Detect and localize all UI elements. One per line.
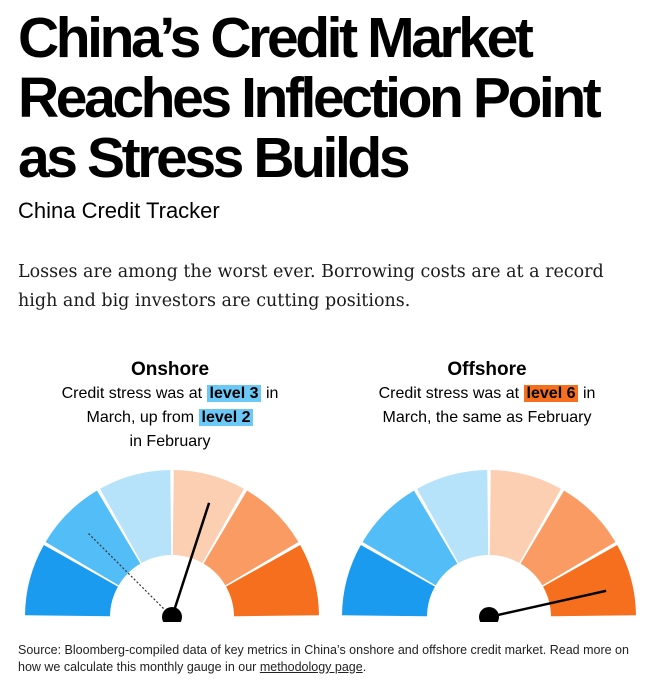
dek: Losses are among the worst ever. Borrowi… bbox=[18, 262, 604, 311]
headline-line-3: as Stress Builds bbox=[18, 126, 411, 190]
offshore-text-2: in bbox=[582, 385, 596, 402]
onshore-segment-level-3 bbox=[100, 470, 172, 563]
onshore-header: Onshore Credit stress was at level 3 in … bbox=[20, 358, 320, 454]
offshore-level-current-badge: level 6 bbox=[523, 385, 579, 402]
onshore-level-current-badge: level 3 bbox=[206, 385, 262, 402]
onshore-needle-hub bbox=[162, 607, 182, 622]
offshore-text-3: March, the same as February bbox=[382, 409, 592, 426]
onshore-gauge bbox=[25, 470, 319, 622]
offshore-needle bbox=[488, 589, 607, 619]
onshore-text-4: in February bbox=[129, 433, 211, 450]
source-note: Source: Bloomberg-compiled data of key m… bbox=[18, 642, 638, 676]
offshore-gauge bbox=[342, 470, 636, 622]
headline-line-1: China’s Credit Market bbox=[18, 6, 534, 70]
source-end: . bbox=[362, 660, 367, 674]
onshore-segment-level-5 bbox=[203, 490, 299, 586]
offshore-header: Offshore Credit stress was at level 6 in… bbox=[337, 358, 637, 430]
offshore-segment-level-5 bbox=[520, 490, 616, 586]
offshore-segment-level-2 bbox=[362, 490, 458, 586]
offshore-text-1: Credit stress was at bbox=[378, 385, 520, 402]
headline: China’s Credit Market Reaches Inflection… bbox=[18, 8, 648, 188]
onshore-title: Onshore bbox=[130, 359, 210, 380]
offshore-description: Credit stress was at level 6 in March, t… bbox=[337, 382, 637, 430]
onshore-needle bbox=[170, 502, 211, 618]
offshore-segment-level-4 bbox=[489, 470, 561, 563]
onshore-text-2: in bbox=[265, 385, 279, 402]
methodology-link[interactable]: methodology page bbox=[259, 660, 363, 674]
onshore-text-3: March, up from bbox=[86, 409, 195, 426]
offshore-segment-level-3 bbox=[417, 470, 489, 563]
onshore-segment-level-4 bbox=[172, 470, 244, 563]
offshore-title: Offshore bbox=[447, 359, 527, 380]
onshore-segment-level-6 bbox=[226, 545, 319, 617]
source-text: Source: Bloomberg-compiled data of key m… bbox=[18, 643, 629, 674]
onshore-segment-level-1 bbox=[25, 545, 118, 617]
headline-line-2: Reaches Inflection Point bbox=[18, 66, 602, 130]
subhead: China Credit Tracker bbox=[18, 198, 220, 223]
onshore-level-previous-badge: level 2 bbox=[198, 409, 254, 426]
offshore-needle-hub bbox=[479, 607, 499, 622]
offshore-segment-level-1 bbox=[342, 545, 435, 617]
onshore-description: Credit stress was at level 3 in March, u… bbox=[20, 382, 320, 454]
onshore-text-1: Credit stress was at bbox=[61, 385, 203, 402]
onshore-segment-level-2 bbox=[45, 490, 141, 586]
